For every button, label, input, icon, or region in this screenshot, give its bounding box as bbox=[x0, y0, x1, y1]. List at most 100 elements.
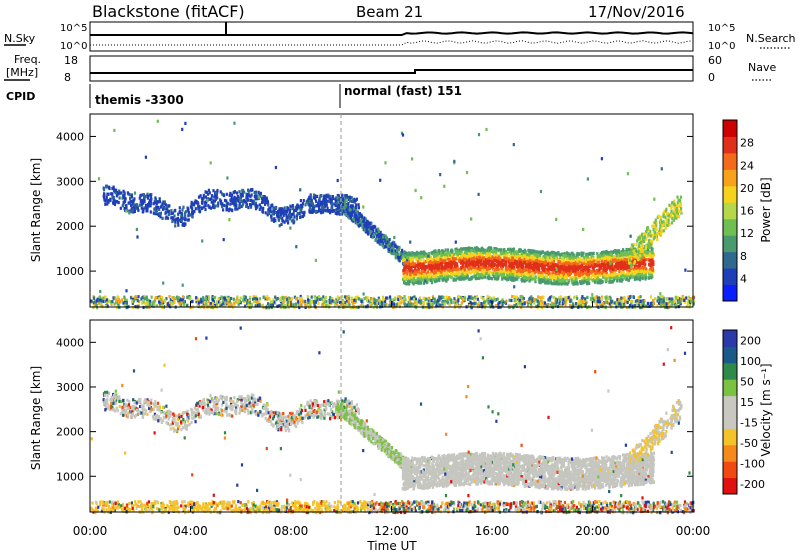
echo-cell bbox=[659, 224, 662, 228]
echo-cell bbox=[580, 253, 583, 257]
echo-cell bbox=[338, 208, 341, 212]
echo-cell bbox=[568, 259, 571, 263]
echo-cell bbox=[127, 201, 130, 205]
echo-cell bbox=[301, 204, 304, 209]
echo-cell bbox=[516, 254, 519, 259]
echo-cell bbox=[572, 281, 576, 285]
echo-cell bbox=[588, 251, 591, 256]
echo-cell bbox=[463, 272, 466, 276]
echo-cell bbox=[295, 214, 299, 218]
echo-cell bbox=[118, 189, 121, 193]
echo-cell bbox=[318, 196, 321, 201]
echo-cell bbox=[187, 214, 190, 218]
echo-cell bbox=[308, 200, 311, 204]
echo-cell bbox=[483, 262, 486, 266]
echo-cell bbox=[365, 230, 368, 234]
echo-cell bbox=[629, 265, 633, 269]
echo-cell bbox=[536, 267, 539, 271]
cpid-segment-2: normal (fast) 151 bbox=[344, 84, 462, 98]
echo-cell bbox=[324, 198, 327, 203]
echo-cell bbox=[468, 258, 471, 262]
echo-cell bbox=[355, 203, 358, 207]
echo-cell bbox=[491, 261, 494, 265]
echo-cell bbox=[671, 217, 674, 221]
echo-cell bbox=[256, 204, 259, 208]
echo-cell bbox=[487, 255, 491, 259]
echo-cell bbox=[646, 269, 649, 273]
echo-cell bbox=[467, 266, 471, 270]
echo-cell bbox=[297, 204, 300, 208]
echo-cell bbox=[532, 251, 535, 255]
echo-cell bbox=[525, 264, 528, 268]
echo-cell bbox=[568, 256, 572, 260]
echo-cell bbox=[443, 265, 446, 269]
echo-cell bbox=[434, 252, 437, 256]
echo-cell bbox=[677, 215, 680, 219]
echo-cell bbox=[412, 264, 415, 268]
echo-cell bbox=[493, 246, 496, 251]
nsearch-tick-top: 10^5 bbox=[708, 23, 735, 34]
echo-cell bbox=[459, 251, 462, 256]
echo-cell bbox=[589, 256, 592, 261]
echo-cell bbox=[549, 262, 552, 266]
echo-cell bbox=[296, 203, 299, 207]
echo-cell bbox=[228, 193, 231, 197]
echo-cell bbox=[550, 253, 553, 257]
echo-cell bbox=[401, 248, 404, 252]
echo-cell bbox=[479, 259, 482, 263]
echo-cell bbox=[509, 259, 512, 263]
echo-cell bbox=[478, 255, 481, 259]
echo-cell bbox=[399, 252, 402, 256]
echo-cell bbox=[299, 203, 303, 207]
echo-cell bbox=[291, 206, 294, 211]
echo-cell bbox=[362, 218, 366, 222]
echo-cell bbox=[249, 203, 252, 207]
echo-cell bbox=[292, 209, 296, 213]
echo-cell bbox=[639, 261, 642, 265]
echo-cell bbox=[282, 212, 286, 216]
echo-cell bbox=[304, 203, 307, 207]
echo-cell bbox=[481, 265, 484, 269]
echo-cell bbox=[604, 268, 607, 272]
echo-cell bbox=[417, 263, 420, 267]
echo-cell bbox=[332, 196, 335, 200]
echo-cell bbox=[611, 266, 614, 270]
echo-cell bbox=[662, 229, 665, 233]
echo-cell bbox=[660, 232, 663, 236]
echo-cell bbox=[319, 208, 322, 212]
echo-cell bbox=[268, 210, 271, 214]
echo-cell bbox=[678, 199, 682, 203]
echo-cell bbox=[261, 207, 264, 211]
echo-cell bbox=[340, 193, 344, 197]
echo-cell bbox=[438, 278, 441, 282]
echo-cell bbox=[467, 277, 470, 281]
echo-cell bbox=[538, 280, 541, 284]
echo-cell bbox=[598, 271, 601, 275]
echo-cell bbox=[407, 281, 410, 285]
echo-cell bbox=[564, 281, 567, 286]
echo-cell bbox=[610, 250, 613, 254]
echo-cell bbox=[227, 209, 231, 213]
echo-cell bbox=[289, 208, 292, 212]
echo-cell bbox=[225, 192, 228, 196]
echo-cell bbox=[121, 204, 124, 208]
echo-cell bbox=[364, 221, 367, 226]
echo-cell bbox=[450, 248, 453, 252]
echo-cell bbox=[196, 201, 199, 205]
echo-cell bbox=[420, 265, 423, 270]
echo-cell bbox=[547, 271, 550, 275]
echo-cell bbox=[191, 207, 194, 211]
echo-cell bbox=[325, 201, 328, 205]
echo-cell bbox=[607, 254, 611, 258]
echo-cell bbox=[314, 197, 317, 201]
echo-cell bbox=[589, 271, 592, 275]
echo-cell bbox=[572, 256, 575, 260]
echo-cell bbox=[251, 199, 254, 203]
echo-cell bbox=[240, 194, 243, 198]
echo-cell bbox=[496, 249, 499, 253]
echo-cell bbox=[268, 211, 271, 216]
echo-cell bbox=[234, 196, 237, 200]
echo-cell bbox=[630, 272, 633, 276]
nave-tick-bottom: 0 bbox=[708, 71, 715, 84]
echo-cell bbox=[549, 281, 553, 285]
